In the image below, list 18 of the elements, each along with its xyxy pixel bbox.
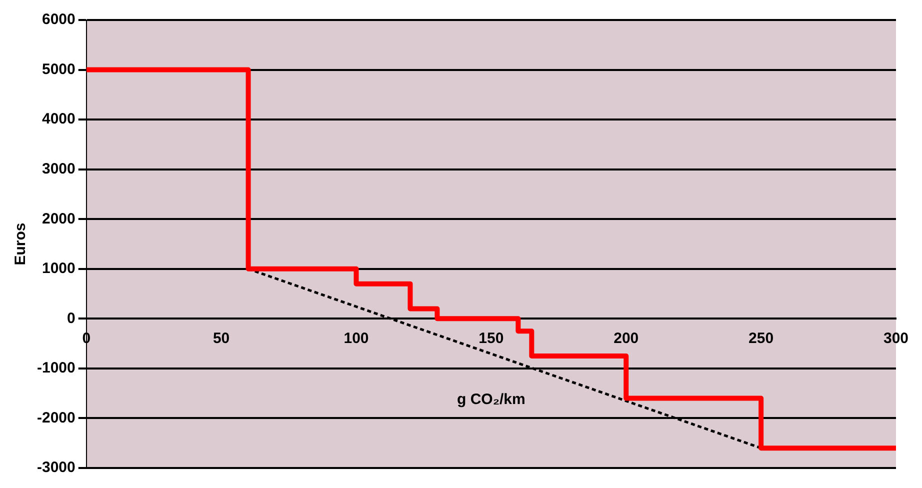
y-tick-label: 0 [67, 310, 76, 327]
x-axis-title: g CO₂/km [457, 390, 526, 408]
x-tick-label: 200 [614, 330, 639, 347]
y-tick-label: 3000 [42, 160, 76, 178]
x-tick-label: 300 [883, 330, 909, 347]
y-tick-label: -1000 [36, 360, 76, 377]
y-tick-label: 6000 [42, 11, 76, 28]
y-tick-label: 1000 [42, 260, 76, 278]
y-tick-label: 4000 [42, 110, 76, 128]
y-tick-label: -3000 [36, 459, 76, 476]
x-tick-label: 100 [344, 330, 369, 347]
x-tick-label: 250 [748, 330, 774, 347]
x-tick-label: 150 [478, 330, 504, 347]
y-tick-label: 2000 [42, 210, 76, 228]
y-tick-label: 5000 [42, 60, 76, 78]
y-tick-label: -2000 [36, 409, 76, 426]
y-axis-title: Euros [12, 222, 30, 266]
x-tick-label: 50 [212, 330, 230, 347]
